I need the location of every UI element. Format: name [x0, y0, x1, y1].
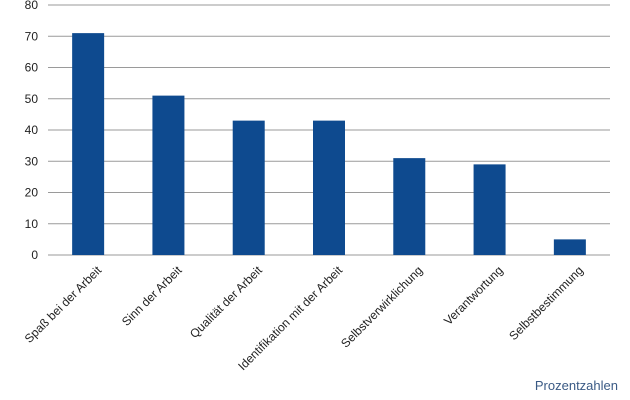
- y-tick-label: 20: [25, 186, 39, 200]
- annotation: Prozentzahlen: [535, 378, 618, 393]
- bar: [473, 164, 506, 255]
- bar: [72, 33, 105, 255]
- bar: [393, 158, 426, 255]
- y-tick-label: 50: [25, 92, 39, 106]
- y-tick-label: 70: [25, 29, 39, 43]
- bar: [152, 95, 185, 255]
- x-tick-label: Spaß bei der Arbeit: [22, 263, 105, 346]
- y-tick-label: 30: [25, 154, 39, 168]
- x-tick-label: Sinn der Arbeit: [119, 263, 185, 329]
- x-tick-label: Selbstverwirklichung: [338, 263, 425, 350]
- y-tick-label: 60: [25, 61, 39, 75]
- y-tick-label: 40: [25, 123, 39, 137]
- x-tick-label: Qualität der Arbeit: [187, 263, 265, 341]
- y-tick-label: 10: [25, 217, 39, 231]
- bar: [553, 239, 586, 255]
- x-tick-label: Selbstbestimmung: [506, 263, 586, 343]
- y-tick-label: 0: [31, 248, 38, 262]
- bar: [232, 120, 265, 255]
- bar: [313, 120, 345, 255]
- y-tick-label: 80: [25, 0, 39, 12]
- x-tick-label: Verantwortung: [441, 263, 506, 328]
